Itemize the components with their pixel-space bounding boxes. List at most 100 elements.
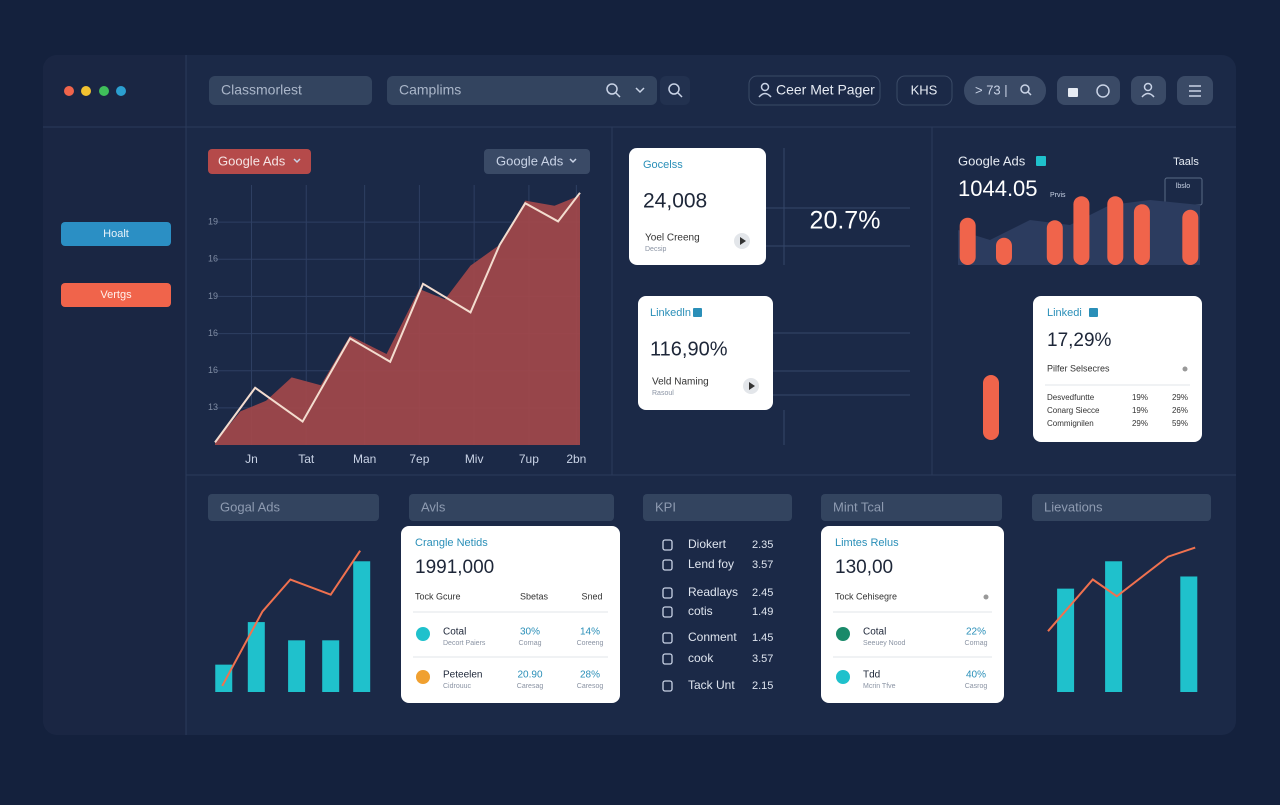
row-value: 29% (1132, 419, 1148, 428)
filter-dropdown[interactable] (208, 149, 311, 174)
card-value: 24,008 (643, 190, 707, 213)
chevron (569, 158, 577, 164)
chevron (635, 87, 645, 94)
table-card (821, 526, 1004, 703)
kpi-icon (662, 539, 673, 551)
code-button[interactable] (896, 75, 953, 106)
table-title: Crangle Netids (415, 537, 488, 549)
icon-button[interactable] (1057, 76, 1120, 105)
row-value: 22% (966, 627, 986, 638)
line (1047, 546, 1196, 632)
section-header (821, 494, 1002, 521)
row-value: 14% (580, 627, 600, 638)
bar (1133, 204, 1150, 265)
sidebar-edge (150, 55, 186, 735)
kpi-label: cotis (688, 604, 713, 618)
linkedin-card (1033, 296, 1202, 442)
y-tick-label: 13 (208, 402, 218, 412)
bar (1105, 561, 1123, 692)
bar (247, 622, 265, 692)
row-name: Cotal (443, 627, 466, 638)
row-sub: Seeuey Nood (863, 640, 906, 647)
section-title: Mint Tcal (833, 499, 884, 514)
lock-icon (1068, 88, 1078, 97)
nav-button[interactable] (61, 283, 171, 307)
section-header (643, 494, 792, 521)
x-tick-label: 7ep (409, 452, 429, 466)
column-header: Sned (581, 591, 602, 601)
line (214, 192, 581, 443)
card-title: Gocelss (643, 159, 683, 171)
row-value: 19% (1132, 393, 1148, 402)
panel-link[interactable]: Taals (1173, 156, 1199, 168)
window-dot (116, 86, 126, 96)
kpi-value: 2.45 (752, 587, 773, 599)
row-sub: Casrog (965, 683, 988, 690)
user-button[interactable] (748, 75, 881, 106)
search-box[interactable] (387, 76, 657, 105)
row-sub: Cidrouuc (443, 683, 472, 690)
bar (288, 640, 306, 692)
kpi-label: Diokert (688, 537, 727, 551)
search-icon (615, 92, 621, 98)
nav-button[interactable] (61, 222, 171, 246)
search-text: Camplims (399, 82, 461, 98)
row-icon (836, 670, 850, 684)
row-sub: Cornag (519, 640, 542, 647)
row-icon (416, 627, 430, 641)
column-header: Tock Gcure (415, 591, 461, 601)
row-value: 59% (1172, 419, 1188, 428)
panel-title: Google Ads (958, 153, 1026, 168)
bar (959, 217, 976, 265)
bar (1073, 196, 1090, 265)
section-title: Avls (421, 499, 446, 514)
user-icon (760, 82, 770, 92)
search-icon (1020, 84, 1030, 94)
y-tick-label: 16 (208, 365, 218, 375)
kpi-value: 3.57 (752, 559, 773, 571)
pill[interactable] (964, 76, 1046, 105)
kpi-value: 2.15 (752, 680, 773, 692)
code-text: KHS (911, 82, 938, 97)
row-name: Peteelen (443, 670, 482, 681)
search-icon (1027, 91, 1032, 96)
y-tick-label: 19 (208, 291, 218, 301)
section-header (1032, 494, 1211, 521)
x-tick-label: Miv (465, 452, 484, 466)
kpi-icon (662, 559, 673, 571)
x-tick-label: 7up (519, 452, 539, 466)
row-sub: Caresog (577, 683, 604, 690)
filter-dropdown[interactable] (484, 149, 590, 174)
card-value: 116,90% (650, 338, 728, 360)
row-sub: Caresag (517, 683, 544, 690)
bar (215, 664, 233, 692)
kpi-label: Tack Unt (688, 678, 735, 692)
area (215, 195, 580, 445)
badge-text: lbslo (1176, 183, 1191, 190)
linkedin-icon (693, 308, 702, 317)
kpi-value: 3.57 (752, 653, 773, 665)
filter-label: Google Ads (496, 153, 564, 168)
row-value: 30% (520, 627, 540, 638)
kpi-icon (662, 632, 673, 644)
card-label: Yoel Creeng (645, 233, 700, 244)
info-icon (983, 594, 989, 600)
row-icon (836, 627, 850, 641)
section-header (409, 494, 614, 521)
table-card (401, 526, 620, 703)
settings-icon (1096, 84, 1110, 98)
x-tick-label: Jn (245, 452, 258, 466)
row-value: 20.90 (517, 670, 542, 681)
row-sub: Decort Paiers (443, 640, 486, 647)
y-tick-label: 16 (208, 254, 218, 264)
section-title: Lievations (1044, 499, 1103, 514)
row-sub: Coreeng (577, 640, 604, 647)
table-value: 130,00 (835, 557, 893, 578)
info-icon (1182, 366, 1188, 372)
metric-card (638, 296, 773, 410)
row-value: 26% (1172, 406, 1188, 415)
row-label: Desvedfuntte (1047, 393, 1095, 402)
search-box[interactable] (209, 76, 372, 105)
search-button[interactable] (660, 76, 690, 105)
kpi-label: Conment (688, 630, 737, 644)
